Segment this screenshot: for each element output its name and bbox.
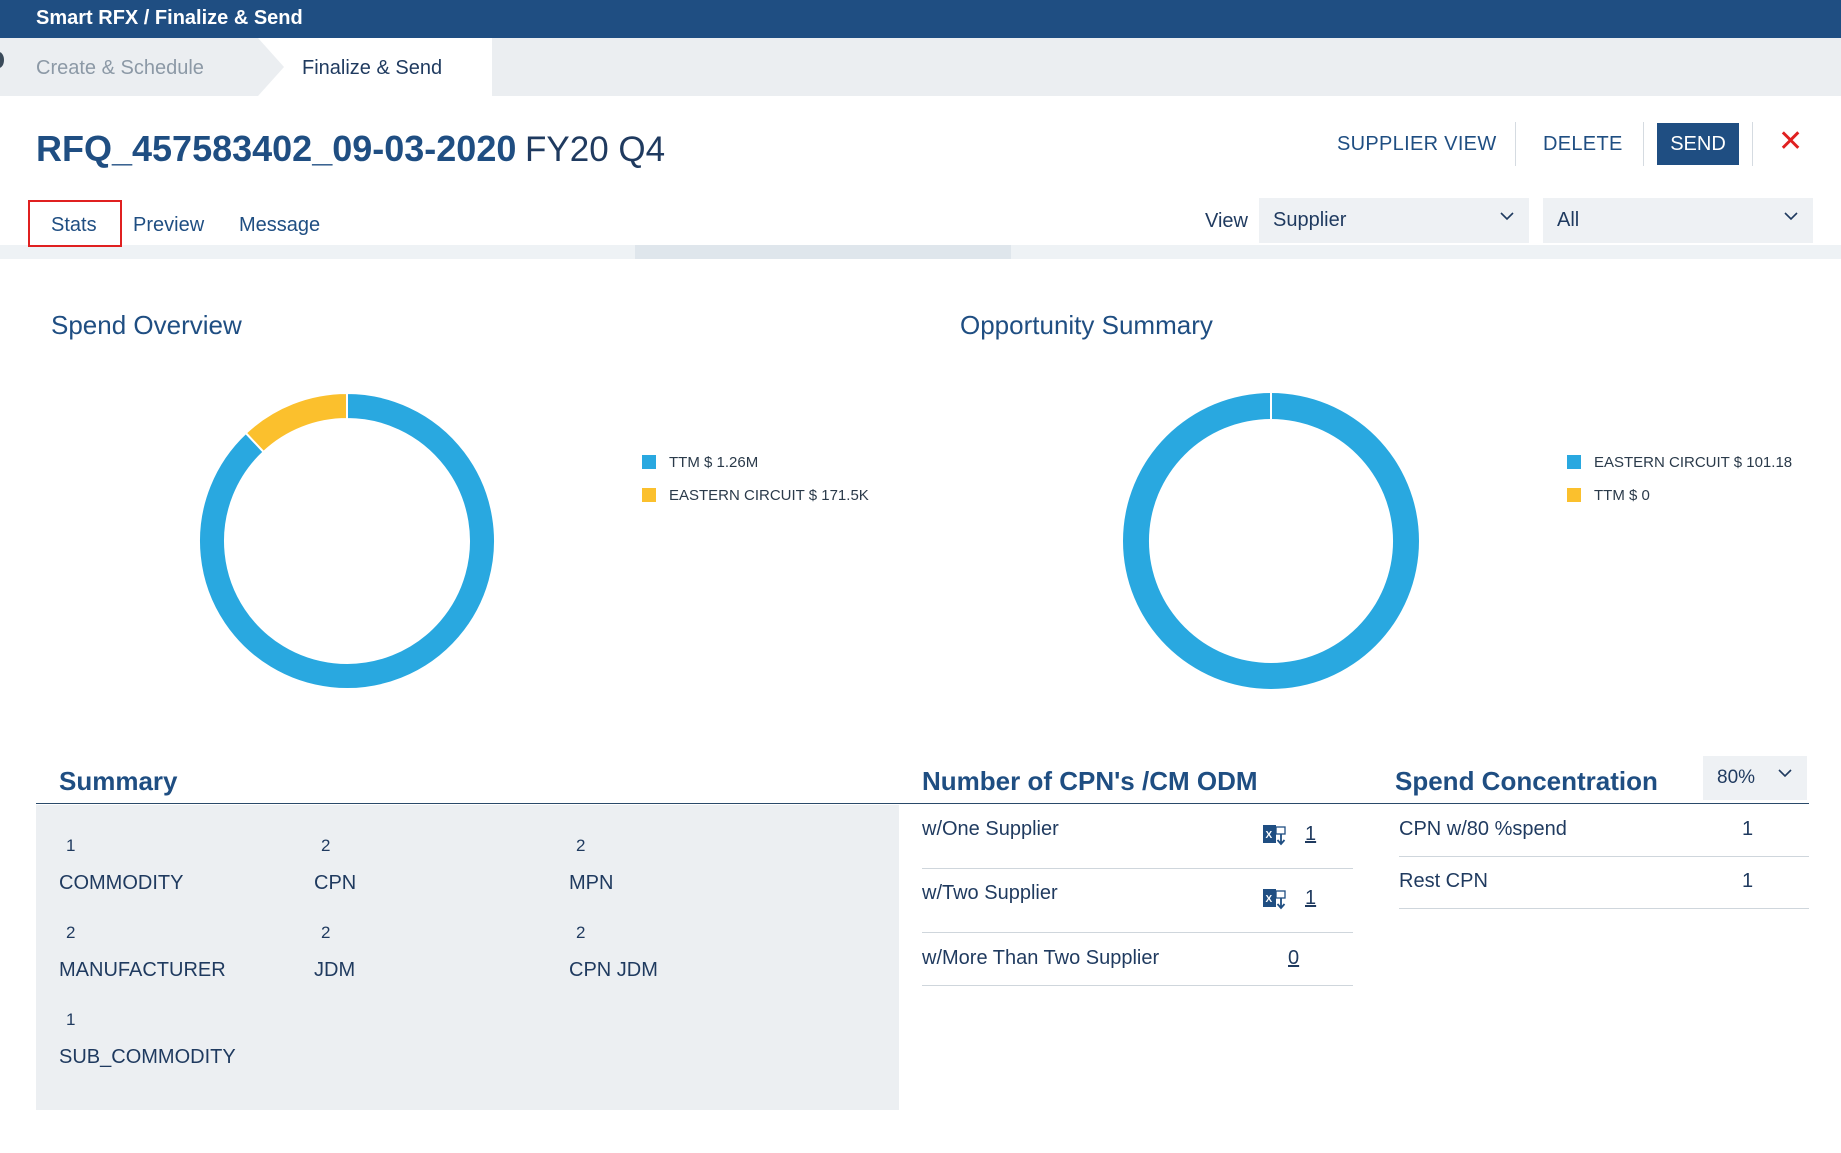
percent-select[interactable]: 80% <box>1703 756 1807 800</box>
send-button[interactable]: SEND <box>1657 123 1739 165</box>
view-label: View <box>1205 210 1248 232</box>
svg-text:X: X <box>1266 894 1273 905</box>
cpn-row-value-link[interactable]: 1 <box>1305 823 1317 845</box>
spend-overview-chart <box>198 391 496 690</box>
app-title: Smart RFX / Finalize & Send <box>36 7 303 29</box>
summary-label: SUB_COMMODITY <box>59 1046 236 1068</box>
row-divider <box>922 985 1353 986</box>
tabs-bar-segment <box>635 245 1011 259</box>
summary-label: COMMODITY <box>59 872 184 894</box>
tab-message[interactable]: Message <box>239 214 321 236</box>
app-header: Smart RFX / Finalize & Send <box>0 0 1841 38</box>
breadcrumb-step-create[interactable]: Create & Schedule <box>36 57 204 79</box>
concentration-row-label: CPN w/80 %spend <box>1399 818 1567 840</box>
chevron-down-icon <box>1777 765 1793 786</box>
spend-overview-slice-eastern-circuit[interactable] <box>244 391 348 454</box>
summary-label: MANUFACTURER <box>59 959 226 981</box>
cpn-row-label: w/Two Supplier <box>922 882 1058 904</box>
cpn-row-label: w/One Supplier <box>922 818 1059 840</box>
breadcrumb-step-finalize: Finalize & Send <box>302 57 443 79</box>
legend-swatch-ttm <box>642 455 656 469</box>
legend-swatch-ttm <box>1567 488 1581 502</box>
legend-swatch-eastern-circuit <box>1567 455 1581 469</box>
back-handle-icon[interactable] <box>0 52 4 68</box>
legend-swatch-eastern-circuit <box>642 488 656 502</box>
supplier-select[interactable]: Supplier <box>1259 198 1529 243</box>
cpn-row-value-link[interactable]: 0 <box>1288 947 1300 969</box>
legend-ttm: TTM $ 1.26M <box>669 454 759 471</box>
divider <box>1643 122 1644 166</box>
summary-count: 2 <box>576 836 586 855</box>
opportunity-summary-title: Opportunity Summary <box>960 310 1213 340</box>
section-divider <box>36 803 1809 804</box>
summary-count: 1 <box>66 836 76 855</box>
summary-label: MPN <box>569 872 614 894</box>
summary-label: JDM <box>314 959 356 981</box>
legend-eastern-circuit: EASTERN CIRCUIT $ 101.18 <box>1594 454 1793 471</box>
row-divider <box>1399 856 1809 857</box>
cpn-row-value-link[interactable]: 1 <box>1305 887 1317 909</box>
summary-panel <box>36 805 899 1110</box>
summary-count: 2 <box>321 923 331 942</box>
summary-label: CPN <box>314 872 357 894</box>
divider <box>1515 122 1516 166</box>
concentration-row-label: Rest CPN <box>1399 870 1488 892</box>
tab-highlight-box <box>28 200 122 247</box>
legend-ttm: TTM $ 0 <box>1594 487 1650 504</box>
summary-title: Summary <box>59 766 178 796</box>
breadcrumb-step-active <box>258 38 492 96</box>
opportunity-summary-chart <box>1123 393 1419 689</box>
rfq-id: RFQ_457583402_09-03-2020 <box>36 128 517 169</box>
spend-overview-title: Spend Overview <box>51 310 242 340</box>
summary-label: CPN JDM <box>569 959 658 981</box>
delete-button[interactable]: DELETE <box>1543 133 1623 155</box>
concentration-row-value: 1 <box>1742 818 1754 840</box>
filter-select-value: All <box>1557 209 1580 231</box>
filter-select[interactable]: All <box>1543 198 1813 243</box>
supplier-select-value: Supplier <box>1273 209 1347 231</box>
summary-count: 2 <box>66 923 76 942</box>
excel-download-icon[interactable]: X <box>1263 822 1289 846</box>
rfq-period: FY20 Q4 <box>525 130 666 169</box>
close-icon[interactable]: ✕ <box>1778 125 1804 158</box>
row-divider <box>922 932 1353 933</box>
divider <box>1752 122 1753 166</box>
percent-select-value: 80% <box>1717 767 1756 788</box>
supplier-view-button[interactable]: SUPPLIER VIEW <box>1337 133 1497 155</box>
breadcrumb-arrow <box>258 38 284 96</box>
summary-count: 2 <box>321 836 331 855</box>
opportunity-summary-slice-eastern-circuit[interactable] <box>1123 393 1419 689</box>
cpn-title: Number of CPN's /CM ODM <box>922 766 1258 796</box>
svg-text:X: X <box>1266 830 1273 841</box>
tab-stats[interactable]: Stats <box>51 214 97 236</box>
summary-count: 1 <box>66 1010 76 1029</box>
excel-download-icon[interactable]: X <box>1263 886 1289 910</box>
concentration-row-value: 1 <box>1742 870 1754 892</box>
summary-count: 2 <box>576 923 586 942</box>
tab-preview[interactable]: Preview <box>133 214 205 236</box>
spend-overview-slice-ttm[interactable] <box>198 391 496 690</box>
chevron-down-icon <box>1783 208 1799 229</box>
chevron-down-icon <box>1499 208 1515 229</box>
spend-concentration-title: Spend Concentration <box>1395 766 1658 796</box>
cpn-row-label: w/More Than Two Supplier <box>922 947 1160 969</box>
row-divider <box>922 868 1353 869</box>
row-divider <box>1399 908 1809 909</box>
legend-eastern-circuit: EASTERN CIRCUIT $ 171.5K <box>669 487 869 504</box>
